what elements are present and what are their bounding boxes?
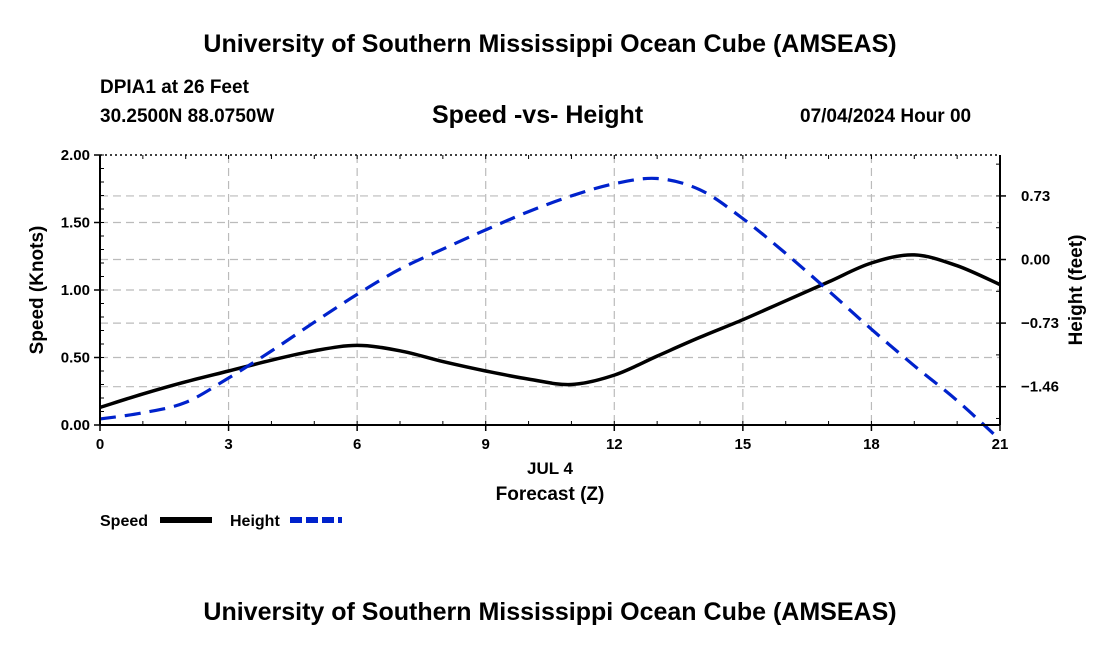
axis-ticks: 0 3 6 9 12 15 18 21 0.00 0.50 1.00 1.50 2.00 −1.46 −0.… bbox=[61, 147, 1059, 453]
series-line-height bbox=[99, 176, 1002, 441]
footer-title: University of Southern Mississippi Ocean… bbox=[203, 598, 897, 626]
station-label: DPIA1 at 26 Feet bbox=[100, 77, 249, 98]
x-tick-label: 9 bbox=[482, 436, 490, 453]
page-title: University of Southern Mississippi Ocean… bbox=[203, 30, 897, 58]
legend: Speed Height bbox=[100, 513, 342, 530]
x-tick-label: 0 bbox=[96, 436, 104, 453]
x-date-label: JUL 4 bbox=[527, 459, 574, 478]
series-line-speed bbox=[99, 253, 1001, 410]
series-layer bbox=[99, 176, 1002, 441]
x-tick-label: 6 bbox=[353, 436, 361, 453]
legend-height-label: Height bbox=[230, 513, 280, 530]
y2-tick-label: 0.00 bbox=[1021, 252, 1050, 269]
y2-tick-label: −0.73 bbox=[1021, 315, 1059, 332]
x-tick-label: 21 bbox=[992, 436, 1009, 453]
y2-axis-label: Height (feet) bbox=[1066, 235, 1087, 346]
chart-title: Speed -vs- Height bbox=[432, 101, 644, 129]
y-axis-label: Speed (Knots) bbox=[27, 226, 48, 355]
y2-tick-label: 0.73 bbox=[1021, 188, 1050, 205]
y-tick-label: 0.50 bbox=[61, 350, 90, 367]
x-tick-label: 18 bbox=[863, 436, 880, 453]
coordinates-label: 30.2500N 88.0750W bbox=[100, 106, 275, 127]
y-tick-label: 0.00 bbox=[61, 417, 90, 434]
x-tick-label: 12 bbox=[606, 436, 623, 453]
grid bbox=[100, 155, 1000, 425]
x-tick-label: 15 bbox=[735, 436, 752, 453]
y2-tick-label: −1.46 bbox=[1021, 379, 1059, 396]
x-axis-label: Forecast (Z) bbox=[496, 484, 605, 505]
y-tick-label: 1.50 bbox=[61, 215, 90, 232]
y-tick-label: 2.00 bbox=[61, 147, 90, 164]
y-tick-label: 1.00 bbox=[61, 282, 90, 299]
forecast-datetime: 07/04/2024 Hour 00 bbox=[800, 106, 972, 127]
x-tick-label: 3 bbox=[224, 436, 232, 453]
plot-frame bbox=[99, 154, 1001, 426]
legend-speed-label: Speed bbox=[100, 513, 148, 530]
